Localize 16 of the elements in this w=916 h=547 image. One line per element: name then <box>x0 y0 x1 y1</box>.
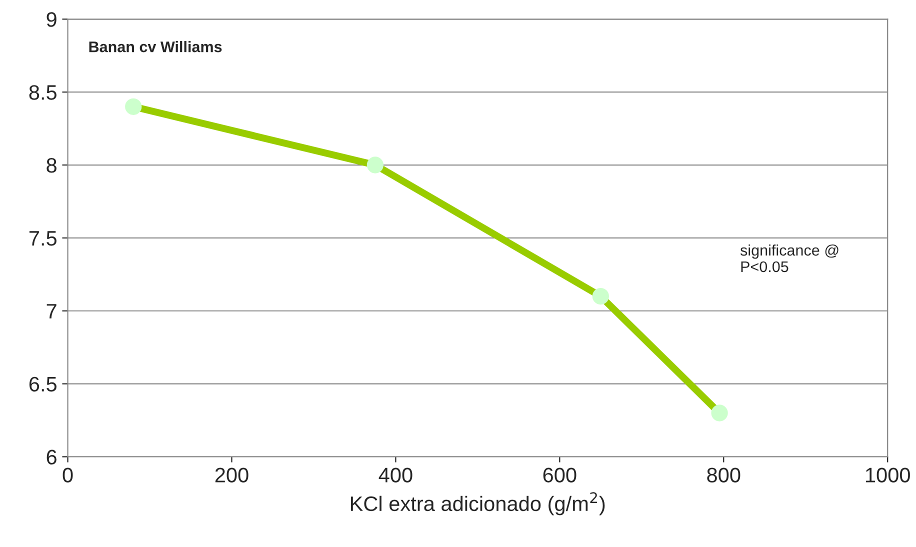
x-tick-label: 200 <box>215 468 248 482</box>
y-tick-label: 8.5 <box>29 85 56 100</box>
y-tick-label: 6 <box>46 450 56 464</box>
x-tick-label: 600 <box>543 468 576 482</box>
x-tick-label: 0 <box>62 468 73 482</box>
y-tick-label: 9 <box>46 12 56 27</box>
annotation: significance @ P<0.05 <box>740 244 838 272</box>
y-tick-label: 7 <box>46 304 56 318</box>
x-tick-label: 800 <box>707 468 740 482</box>
x-tick-label: 400 <box>378 468 412 482</box>
x-axis-title: KCl extra adicionado (g/m$^{2}$) <box>350 492 605 516</box>
text: Banan cv Williams <box>89 41 222 52</box>
x-tick-label: 1000 <box>866 468 910 482</box>
y-tick-label: 8 <box>46 158 56 173</box>
y-tick-label: 6.5 <box>29 376 56 392</box>
y-tick-label: 7.5 <box>29 231 56 246</box>
